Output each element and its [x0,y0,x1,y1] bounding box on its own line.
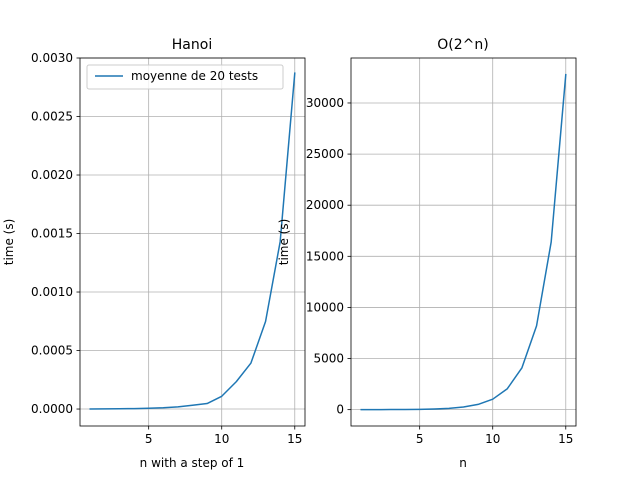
o2n-xtick-label: 15 [558,432,573,446]
hanoi-title: Hanoi [172,37,212,53]
hanoi-series [89,72,296,410]
o2n-ytick-label: 10000 [306,300,344,314]
o2n-xlabel: n [459,456,467,470]
hanoi-ytick-label: 0.0015 [31,227,73,241]
o2n-ticks: 5 10 15 0 5000 10000 15000 20000 25000 30000 [306,96,574,446]
hanoi-ytick-label: 0.0025 [31,110,73,124]
o2n-ylabel: time (s) [277,219,291,266]
hanoi-xtick-label: 5 [145,432,153,446]
o2n-ytick-label: 30000 [306,96,344,110]
hanoi-axes-frame [79,57,306,427]
o2n-ytick-label: 0 [336,403,344,417]
hanoi-series-line [89,72,296,410]
hanoi-subplot: 5 10 15 0.0000 0.0005 0.0010 0.0015 0.0020 0.002… [2,37,306,470]
o2n-ytick-label: 20000 [306,198,344,212]
legend-frame [86,64,284,90]
hanoi-xtick-label: 15 [287,432,302,446]
hanoi-ytick-label: 0.0005 [31,344,73,358]
o2n-ytick-label: 5000 [313,352,344,366]
o2n-axes-frame [350,57,577,427]
hanoi-ticks: 5 10 15 0.0000 0.0005 0.0010 0.0015 0.0020 0.002… [31,51,302,446]
o2n-subplot: 5 10 15 0 5000 10000 15000 20000 25000 30000 O(2^… [277,37,577,470]
hanoi-xlabel: n with a step of 1 [140,456,245,470]
hanoi-ytick-label: 0.0020 [31,168,73,182]
hanoi-ytick-label: 0.0000 [31,402,73,416]
o2n-series-line [360,73,567,411]
hanoi-xtick-label: 10 [214,432,229,446]
o2n-ytick-label: 25000 [306,147,344,161]
o2n-xtick-label: 5 [416,432,424,446]
hanoi-ylabel: time (s) [2,219,16,266]
hanoi-ytick-label: 0.0010 [31,285,73,299]
o2n-ytick-label: 15000 [306,249,344,263]
legend-entry-label: moyenne de 20 tests [131,69,258,83]
o2n-title: O(2^n) [437,37,488,53]
o2n-series [360,73,567,411]
hanoi-legend: moyenne de 20 tests [86,64,284,90]
o2n-grid [351,58,576,426]
o2n-xtick-label: 10 [485,432,500,446]
hanoi-ytick-label: 0.0030 [31,51,73,65]
